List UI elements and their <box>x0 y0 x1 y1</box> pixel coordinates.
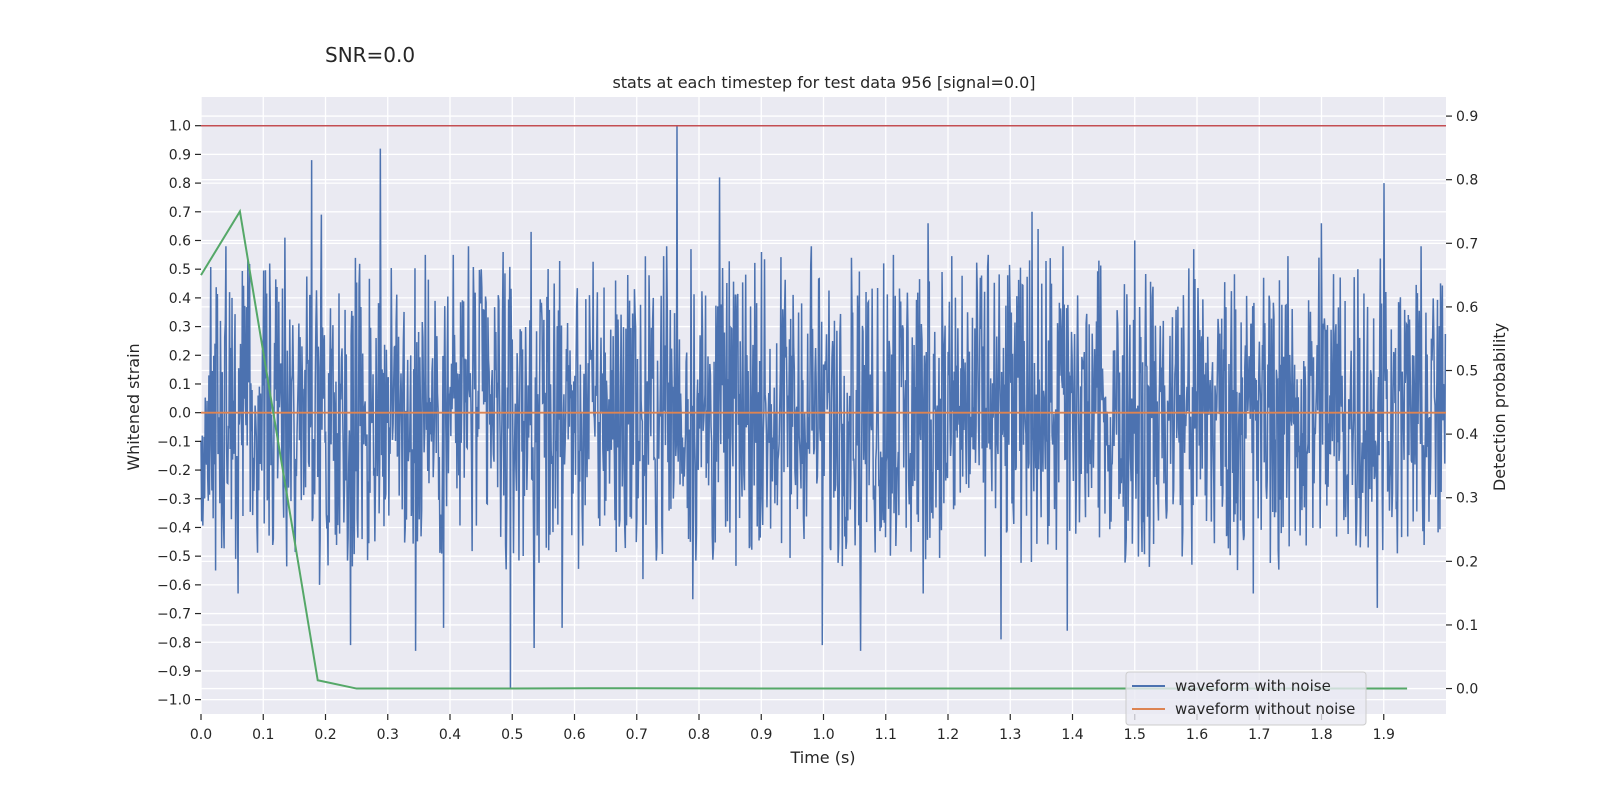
x-axis-ticks: 0.0 0.1 0.2 0.3 0.4 0.5 0.6 0.7 0.8 0.9 1.0 1.1 1.2 1… <box>190 714 1395 743</box>
y-tick-label: −0.7 <box>157 607 191 623</box>
y-tick-label: 0.9 <box>169 147 191 163</box>
y-tick-label: −0.3 <box>157 492 191 508</box>
y-tick-label: 0.5 <box>169 262 191 278</box>
y-axis-ticks: 1.0 0.9 0.8 0.7 0.6 0.5 0.4 0.3 0.2 0.1 0.0 −0.1 −0.… <box>157 119 201 709</box>
y2-axis-label: Detection probability <box>1490 323 1509 491</box>
y-tick-label: −0.9 <box>157 664 191 680</box>
x-tick-label: 0.8 <box>688 727 710 743</box>
x-tick-label: 0.6 <box>563 727 585 743</box>
series-detection-probability <box>200 208 1408 690</box>
y2-tick-label: 0.6 <box>1456 300 1478 316</box>
y2-tick-label: 0.4 <box>1456 427 1478 443</box>
x-tick-label: 0.4 <box>439 727 461 743</box>
y2-tick-label: 0.5 <box>1456 364 1478 380</box>
x-tick-label: 1.0 <box>812 727 834 743</box>
chart-title: stats at each timestep for test data 956… <box>612 73 1035 92</box>
y-tick-label: −0.8 <box>157 635 191 651</box>
y-tick-label: −0.1 <box>157 434 191 450</box>
x-tick-label: 1.1 <box>875 727 897 743</box>
y2-axis-ticks: 0.9 0.8 0.7 0.6 0.5 0.4 0.3 0.2 0.1 0.0 <box>1446 109 1478 698</box>
legend-label-waveform-with-noise: waveform with noise <box>1175 677 1331 695</box>
y-tick-label: 0.7 <box>169 205 191 221</box>
y-tick-label: −0.2 <box>157 463 191 479</box>
series-waveform-with-noise <box>200 125 1447 689</box>
y-tick-label: 1.0 <box>169 119 191 135</box>
x-tick-label: 0.2 <box>314 727 336 743</box>
x-tick-label: 1.5 <box>1124 727 1146 743</box>
x-tick-label: 1.6 <box>1186 727 1208 743</box>
y-tick-label: 0.6 <box>169 233 191 249</box>
plot-series <box>200 124 1447 690</box>
y-tick-label: 0.3 <box>169 320 191 336</box>
y-tick-label: −1.0 <box>157 693 191 709</box>
y-tick-label: −0.4 <box>157 520 191 536</box>
y-tick-label: 0.4 <box>169 291 191 307</box>
y2-tick-label: 0.3 <box>1456 491 1478 507</box>
x-tick-label: 0.5 <box>501 727 523 743</box>
y2-tick-label: 0.0 <box>1456 682 1478 698</box>
figure-title: SNR=0.0 <box>325 43 415 67</box>
y-tick-label: −0.6 <box>157 578 191 594</box>
y2-tick-label: 0.9 <box>1456 109 1478 125</box>
x-tick-label: 0.3 <box>377 727 399 743</box>
y2-tick-label: 0.2 <box>1456 554 1478 570</box>
y-tick-label: 0.2 <box>169 348 191 364</box>
x-axis-label: Time (s) <box>789 748 855 767</box>
y-tick-label: 0.0 <box>169 406 191 422</box>
y-axis-label: Whitened strain <box>124 343 143 470</box>
y2-tick-label: 0.7 <box>1456 236 1478 252</box>
x-tick-label: 0.1 <box>252 727 274 743</box>
x-tick-label: 0.0 <box>190 727 212 743</box>
y2-tick-label: 0.8 <box>1456 173 1478 189</box>
x-tick-label: 1.3 <box>999 727 1021 743</box>
x-tick-label: 0.7 <box>626 727 648 743</box>
x-tick-label: 1.8 <box>1310 727 1332 743</box>
y-tick-label: −0.5 <box>157 549 191 565</box>
x-tick-label: 1.2 <box>937 727 959 743</box>
y-tick-label: 0.1 <box>169 377 191 393</box>
legend-label-waveform-without-noise: waveform without noise <box>1175 700 1355 718</box>
y-tick-label: 0.8 <box>169 176 191 192</box>
x-tick-label: 1.7 <box>1248 727 1270 743</box>
legend-box <box>1125 671 1367 726</box>
x-tick-label: 1.9 <box>1373 727 1395 743</box>
y2-tick-label: 0.1 <box>1456 618 1478 634</box>
legend: waveform with noise waveform without noi… <box>1125 671 1367 726</box>
x-tick-label: 1.4 <box>1061 727 1083 743</box>
x-tick-label: 0.9 <box>750 727 772 743</box>
